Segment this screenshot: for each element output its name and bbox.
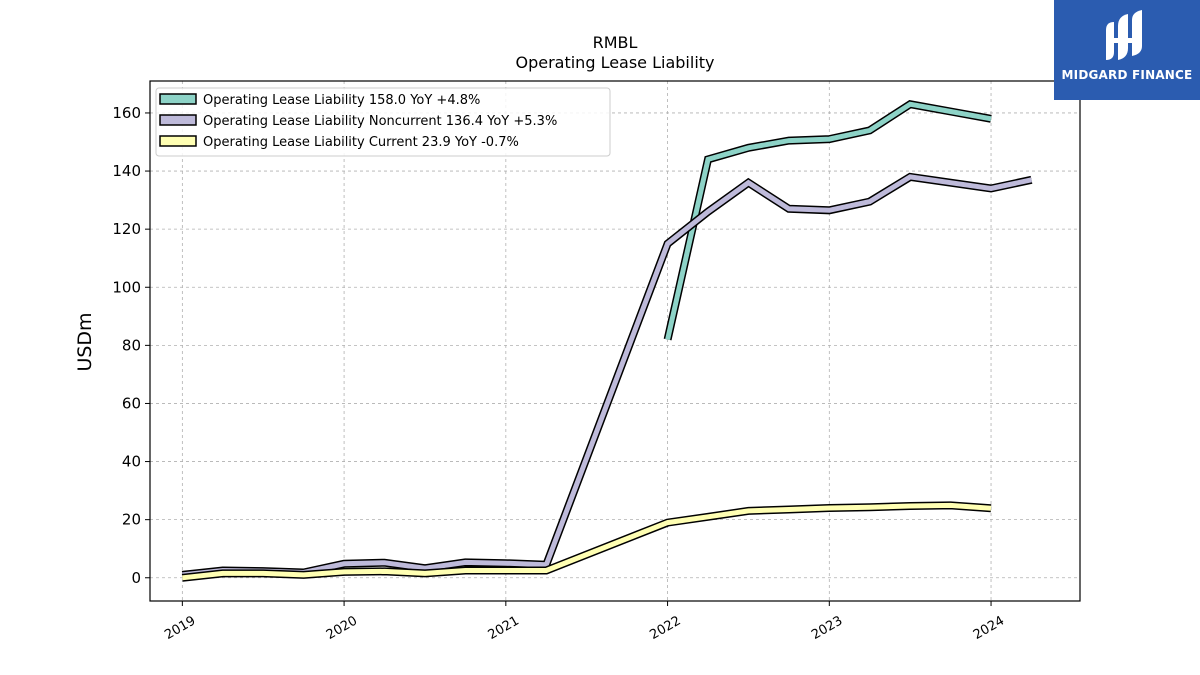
x-tick-label: 2022: [647, 613, 683, 643]
y-tick-label: 100: [112, 278, 141, 296]
x-tick-label: 2024: [971, 613, 1007, 643]
series-line-outline: [181, 172, 1033, 579]
y-tick-label: 120: [112, 220, 141, 238]
y-tick-label: 20: [122, 511, 141, 529]
x-tick-label: 2023: [809, 613, 845, 643]
y-axis-label: USDm: [74, 312, 96, 371]
y-tick-label: 0: [131, 569, 141, 587]
x-tick-label: 2020: [324, 613, 360, 643]
legend-swatch: [159, 114, 197, 126]
series-line-2: [182, 174, 1033, 578]
legend-box: [155, 87, 611, 157]
x-tick-label: 2021: [486, 613, 522, 643]
legend-swatch: [159, 135, 197, 147]
chart-subtitle: Operating Lease Liability: [515, 53, 714, 72]
plot-frame: [149, 80, 1081, 602]
series-line-3: [182, 502, 992, 581]
y-tick-label: 160: [112, 104, 141, 122]
legend-entry: Operating Lease Liability 158.0 YoY +4.8…: [203, 93, 480, 108]
legend-entry: Operating Lease Liability Noncurrent 136…: [203, 114, 557, 129]
midgard-logo-icon: [1106, 10, 1142, 60]
legend: Operating Lease Liability 158.0 YoY +4.8…: [155, 87, 611, 157]
legend-entry: Operating Lease Liability Current 23.9 Y…: [203, 135, 519, 150]
y-tick-label: 60: [122, 394, 141, 412]
series-line-1: [665, 101, 992, 341]
y-tick-label: 140: [112, 162, 141, 180]
x-tick-label: 2019: [162, 613, 198, 643]
midgard-logo: MIDGARD FINANCE: [1054, 0, 1200, 100]
series-line-outline: [181, 501, 992, 582]
legend-swatch: [159, 93, 197, 105]
y-tick-label: 40: [122, 453, 141, 471]
grid: [150, 81, 1080, 601]
logo-text: MIDGARD FINANCE: [1061, 68, 1193, 82]
chart-title: RMBL: [593, 33, 638, 52]
series-group: [181, 99, 1033, 582]
y-tick-label: 80: [122, 336, 141, 354]
